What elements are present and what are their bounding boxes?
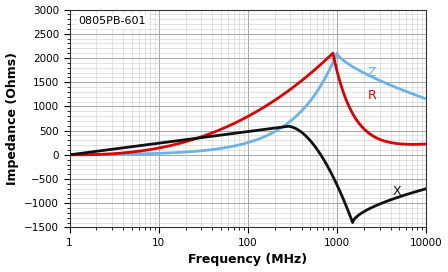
X-axis label: Frequency (MHz): Frequency (MHz)	[188, 254, 307, 267]
Text: 0805PB-601: 0805PB-601	[78, 16, 146, 26]
Y-axis label: Impedance (Ohms): Impedance (Ohms)	[5, 52, 18, 185]
Text: R: R	[367, 89, 376, 102]
Text: X: X	[392, 184, 401, 197]
Text: Z: Z	[367, 66, 376, 79]
